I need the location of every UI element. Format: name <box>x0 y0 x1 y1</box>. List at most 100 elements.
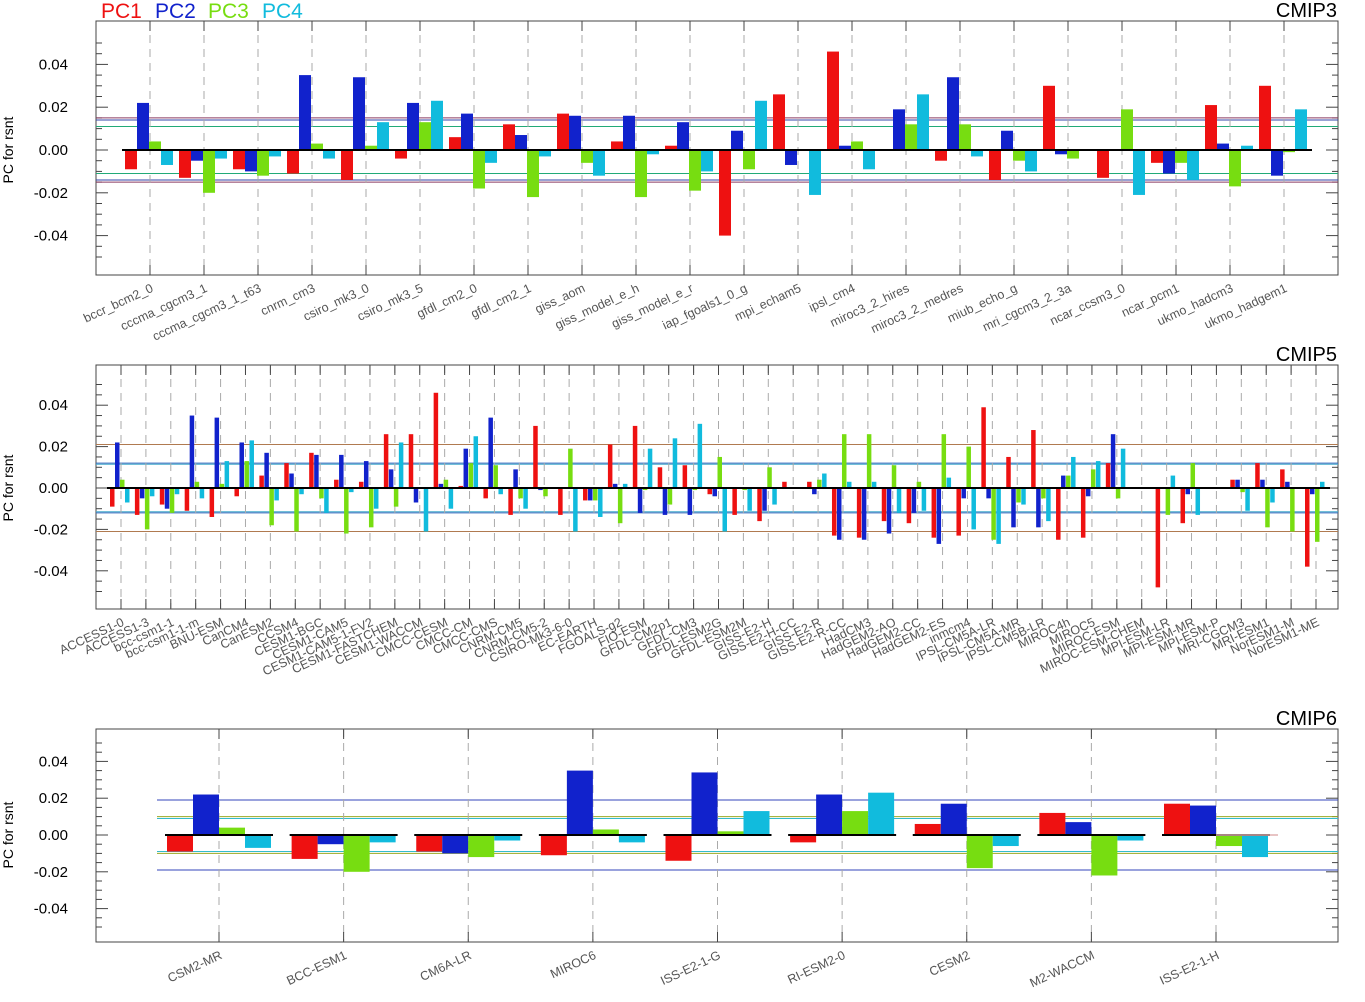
bar-pc2 <box>986 488 991 499</box>
x-category-label: ISS-E2-1-H <box>1157 948 1221 988</box>
bar-pc1 <box>583 488 588 501</box>
bar-pc3 <box>1229 150 1241 187</box>
bar-pc3 <box>219 483 225 488</box>
x-category-label: RI-ESM2-0 <box>785 948 847 987</box>
bar-pc2 <box>1235 479 1240 488</box>
bar-pc3 <box>667 488 673 505</box>
bar-pc2 <box>836 488 842 540</box>
bar-pc3 <box>617 488 623 524</box>
bar-pc1 <box>395 150 407 159</box>
bar-pc1 <box>707 488 712 495</box>
bar-pc2 <box>1085 488 1091 497</box>
bar-pc4 <box>896 488 902 513</box>
bar-pc1 <box>790 835 817 843</box>
bar-pc2 <box>139 488 145 499</box>
bar-pc4 <box>871 481 877 488</box>
bar-pc2 <box>363 461 369 488</box>
bar-pc2 <box>637 488 643 513</box>
bar-pc2 <box>1260 479 1265 488</box>
bar-pc2 <box>488 417 493 488</box>
bar-pc3 <box>966 446 971 488</box>
bar-pc2 <box>193 794 219 835</box>
bar-pc2 <box>762 488 767 511</box>
bar-pc3 <box>767 467 772 488</box>
bar-pc2 <box>245 150 257 172</box>
x-category-label: gfdl_cm2_1 <box>469 281 534 321</box>
bar-pc3 <box>169 488 175 513</box>
bar-pc1 <box>981 407 986 488</box>
bar-pc4 <box>245 835 271 848</box>
bar-pc1 <box>665 145 677 150</box>
bar-pc3 <box>419 122 431 150</box>
bar-pc3 <box>311 143 323 150</box>
bar-pc3 <box>1013 150 1025 161</box>
bar-pc1 <box>935 150 947 161</box>
bar-pc4 <box>1241 145 1253 150</box>
bar-pc1 <box>1043 85 1055 150</box>
bar-pc3 <box>319 488 324 499</box>
y-axis-label: PC for rsnt <box>0 116 16 183</box>
bar-pc2 <box>588 488 593 501</box>
bar-pc3 <box>1041 488 1046 499</box>
bar-pc4 <box>369 835 396 843</box>
bar-pc4 <box>697 423 703 488</box>
bar-pc4 <box>917 94 929 150</box>
bar-pc3 <box>1283 150 1295 153</box>
y-tick-label: 0.02 <box>39 790 68 807</box>
bar-pc1 <box>1056 488 1061 540</box>
legend-pc2: PC2 <box>155 0 196 23</box>
bar-pc2 <box>662 488 668 515</box>
bar-pc1 <box>433 392 439 488</box>
bar-pc4 <box>323 150 335 159</box>
x-category-label: gfdl_cm2_0 <box>415 281 480 321</box>
bar-pc4 <box>349 488 354 493</box>
bar-pc3 <box>581 150 593 163</box>
bar-pc3 <box>941 434 947 488</box>
bar-pc1 <box>503 124 515 150</box>
bar-pc2 <box>513 469 518 488</box>
bar-pc2 <box>388 469 394 488</box>
bar-pc1 <box>856 488 862 538</box>
bar-pc1 <box>1151 150 1163 163</box>
bar-pc1 <box>557 113 569 150</box>
bar-pc2 <box>137 102 149 150</box>
y-tick-label: -0.02 <box>34 521 68 538</box>
bar-pc2 <box>189 415 195 488</box>
bar-pc1 <box>508 488 513 515</box>
bar-pc2 <box>936 488 942 544</box>
bar-pc1 <box>1205 105 1217 150</box>
bar-pc4 <box>1120 448 1126 488</box>
bar-pc3 <box>1265 488 1270 528</box>
y-tick-label: 0.04 <box>39 397 68 414</box>
bar-pc4 <box>1295 109 1307 150</box>
bar-pc1 <box>1039 812 1066 835</box>
bar-pc1 <box>341 150 353 180</box>
bar-pc2 <box>461 113 473 150</box>
bar-pc2 <box>1310 488 1315 495</box>
y-tick-label: 0.00 <box>39 142 68 159</box>
bar-pc2 <box>1163 150 1175 174</box>
bar-pc1 <box>881 488 887 522</box>
bar-pc2 <box>407 102 419 150</box>
bar-pc3 <box>635 150 647 198</box>
bar-pc4 <box>971 150 983 157</box>
bar-pc4 <box>573 488 578 532</box>
bar-pc4 <box>1245 488 1250 511</box>
bar-pc1 <box>110 488 115 507</box>
bar-pc1 <box>906 488 912 524</box>
bar-pc2 <box>1271 150 1283 176</box>
bar-pc4 <box>992 835 1019 847</box>
bar-pc4 <box>722 488 727 532</box>
bar-pc1 <box>533 425 538 488</box>
bar-pc4 <box>485 150 497 163</box>
x-category-label: ISS-E2-1-G <box>658 948 722 988</box>
bar-pc3 <box>257 150 269 176</box>
bar-pc3 <box>203 150 215 193</box>
bar-pc3 <box>219 827 245 835</box>
bar-pc1 <box>611 141 623 150</box>
x-category-label: CESM2 <box>927 948 972 979</box>
bar-pc2 <box>1285 481 1290 488</box>
bar-pc3 <box>743 150 755 170</box>
bar-pc4 <box>1195 488 1201 515</box>
bar-pc1 <box>632 425 638 488</box>
